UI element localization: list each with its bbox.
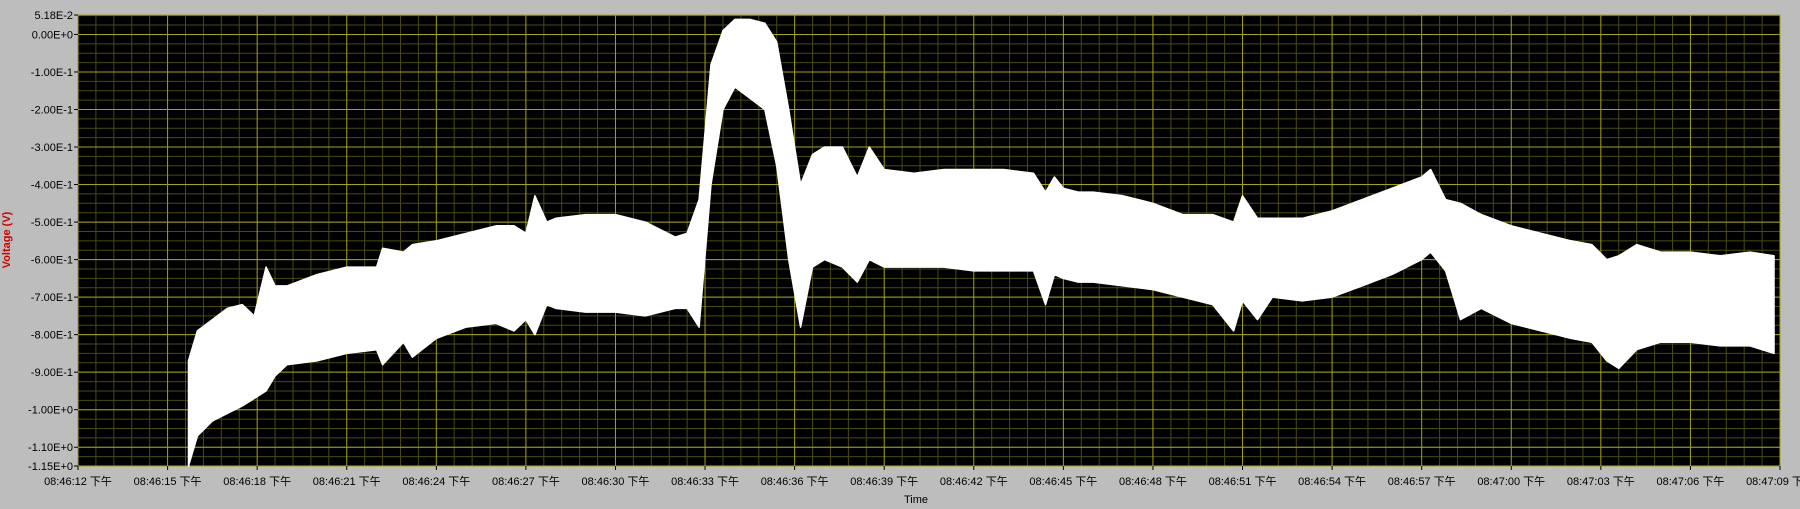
- y-axis-label: Voltage (V): [1, 211, 13, 268]
- x-tick-label: 08:46:57 下午: [1388, 475, 1456, 488]
- minor-grid: [78, 15, 1780, 466]
- y-tick-label: -7.00E-1: [31, 292, 73, 304]
- x-tick-label: 08:46:24 下午: [402, 475, 470, 488]
- y-tick-label: -5.00E-1: [31, 217, 73, 229]
- x-tick-label: 08:46:15 下午: [134, 475, 202, 488]
- y-tick-label: -3.00E-1: [31, 142, 73, 154]
- y-tick-label: -1.10E+0: [28, 442, 73, 454]
- x-tick-label: 08:47:03 下午: [1567, 475, 1635, 488]
- x-tick-label: 08:46:12 下午: [44, 475, 112, 488]
- voltage-series-band: [187, 18, 1775, 467]
- y-tick-label: -2.00E-1: [31, 104, 73, 116]
- y-tick-label: -1.00E+0: [28, 405, 73, 417]
- y-tick-label: -9.00E-1: [31, 367, 73, 379]
- y-tick-label: -4.00E-1: [31, 180, 73, 192]
- y-tick-label: 5.18E-2: [34, 10, 73, 22]
- x-tick-label: 08:46:48 下午: [1119, 475, 1187, 488]
- x-tick-label: 08:46:33 下午: [671, 475, 739, 488]
- x-tick-label: 08:46:30 下午: [582, 475, 650, 488]
- y-tick-labels: 5.18E-2 0.00E+0 -1.00E-1 -2.00E-1 -3.00E-1 -4…: [28, 10, 78, 473]
- x-tick-labels: 08:46:12 下午 08:46:15 下午 08:46:18 下午 08:46:2…: [44, 466, 1800, 488]
- x-tick-label: 08:46:21 下午: [313, 475, 381, 488]
- x-tick-label: 08:46:39 下午: [850, 475, 918, 488]
- y-tick-label: -1.00E-1: [31, 67, 73, 79]
- y-tick-label: -6.00E-1: [31, 255, 73, 267]
- x-tick-label: 08:46:54 下午: [1298, 475, 1366, 488]
- x-axis-label: Time: [904, 494, 928, 504]
- x-tick-label: 08:46:18 下午: [223, 475, 291, 488]
- x-tick-label: 08:46:36 下午: [761, 475, 829, 488]
- series-layer: [187, 18, 1775, 467]
- y-tick-label: -1.15E+0: [28, 461, 73, 473]
- y-tick-label: -8.00E-1: [31, 330, 73, 342]
- x-tick-label: 08:47:09 下午: [1746, 475, 1800, 488]
- x-tick-label: 08:47:06 下午: [1656, 475, 1724, 488]
- x-tick-label: 08:46:45 下午: [1029, 475, 1097, 488]
- x-tick-label: 08:47:00 下午: [1477, 475, 1545, 488]
- x-tick-label: 08:46:51 下午: [1209, 475, 1277, 488]
- x-tick-label: 08:46:42 下午: [940, 475, 1008, 488]
- x-tick-label: 08:46:27 下午: [492, 475, 560, 488]
- y-tick-label: 0.00E+0: [32, 29, 73, 41]
